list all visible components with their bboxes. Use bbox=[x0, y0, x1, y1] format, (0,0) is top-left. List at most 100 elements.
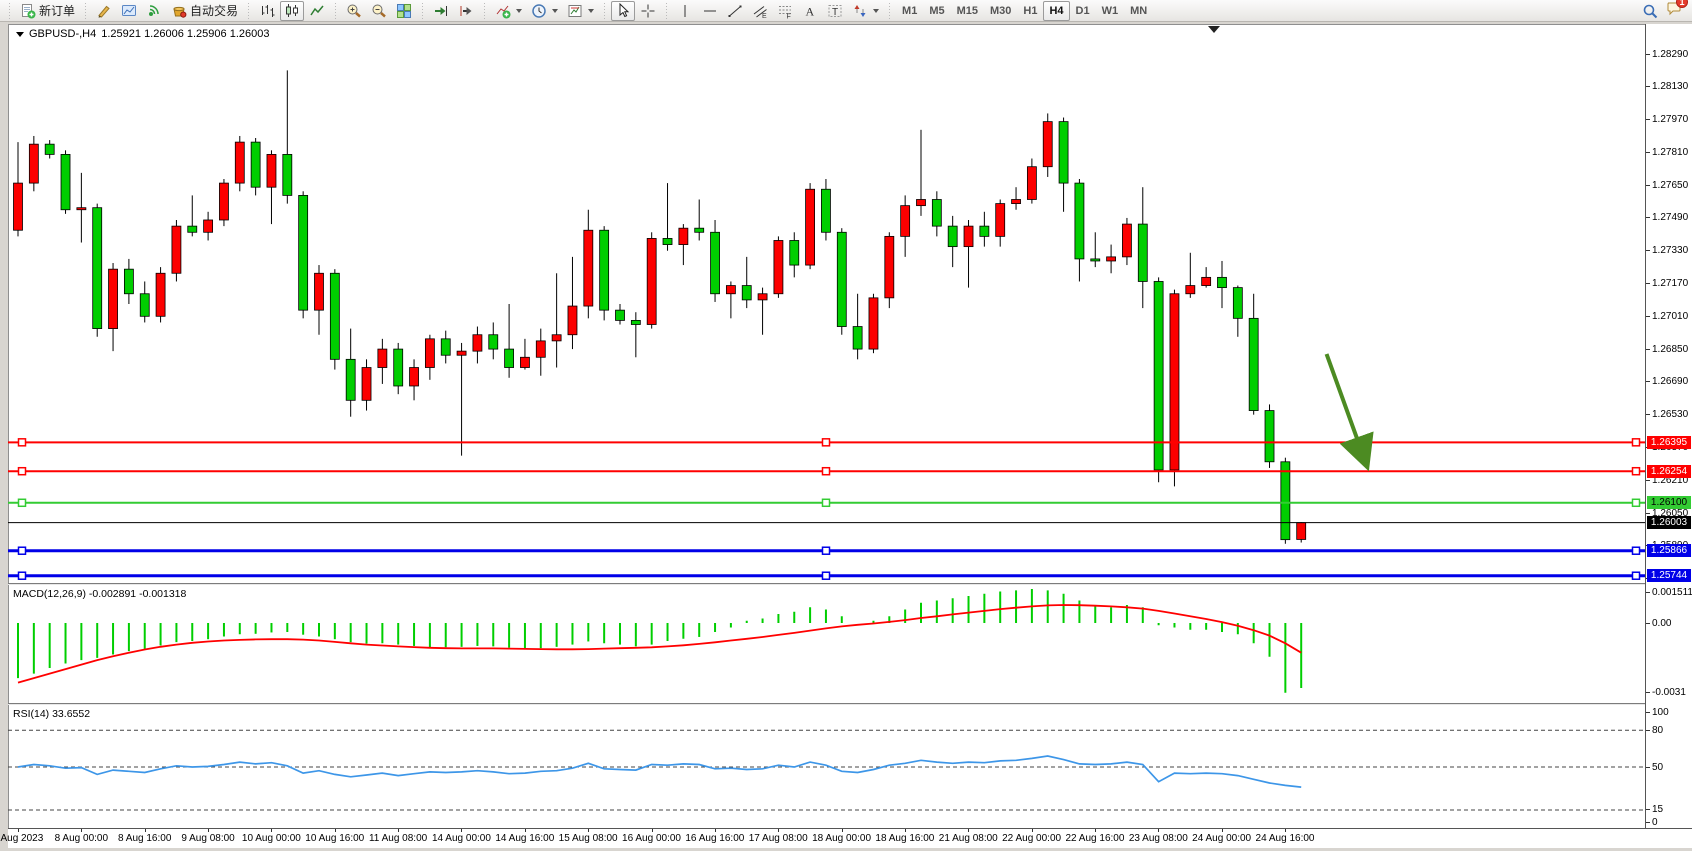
bar-chart-button[interactable] bbox=[255, 1, 279, 21]
bullish-candle bbox=[203, 219, 214, 233]
auto-scroll-button[interactable] bbox=[429, 1, 453, 21]
candlestick-plot[interactable] bbox=[8, 24, 1645, 583]
timeframe-m5[interactable]: M5 bbox=[929, 4, 945, 17]
toolbar-grip[interactable] bbox=[482, 2, 488, 19]
notifications-button[interactable]: 1 bbox=[1666, 0, 1688, 21]
line-chart-button[interactable] bbox=[305, 1, 329, 21]
bullish-candle bbox=[1122, 223, 1132, 258]
symbol-dropdown-icon[interactable] bbox=[16, 31, 24, 37]
timeframe-m30[interactable]: M30 bbox=[990, 4, 1012, 17]
line-handle[interactable] bbox=[1631, 466, 1641, 476]
bullish-candle bbox=[900, 205, 911, 237]
timeframe-m1[interactable]: M1 bbox=[902, 4, 918, 17]
line-handle[interactable] bbox=[1631, 546, 1641, 555]
line-handle[interactable] bbox=[821, 438, 831, 447]
equidistant-channel-icon: E bbox=[752, 3, 768, 19]
window-bottom-edge bbox=[0, 848, 1692, 851]
line-handle[interactable] bbox=[17, 571, 27, 580]
vertical-line-button[interactable] bbox=[673, 1, 697, 21]
bearish-candle bbox=[852, 326, 863, 350]
toolbar-grip[interactable] bbox=[664, 2, 670, 19]
timeframe-w1[interactable]: W1 bbox=[1101, 4, 1119, 17]
timeframe-h4[interactable]: H4 bbox=[1043, 0, 1070, 21]
time-axis-label: 22 Aug 00:00 bbox=[1002, 833, 1062, 844]
line-handle[interactable] bbox=[1631, 498, 1641, 508]
timeframe-d1[interactable]: D1 bbox=[1075, 4, 1090, 17]
zoom-in-button[interactable] bbox=[342, 1, 366, 21]
bullish-candle bbox=[725, 285, 736, 295]
new-order-button[interactable]: 新订单 bbox=[16, 1, 79, 21]
rsi-line bbox=[17, 755, 1302, 788]
fibonacci-button[interactable]: F bbox=[773, 1, 797, 21]
timeframe-mn[interactable]: MN bbox=[1130, 4, 1148, 17]
line-handle[interactable] bbox=[1631, 438, 1641, 447]
candlestick-chart-button[interactable] bbox=[280, 0, 305, 21]
line-handle[interactable] bbox=[821, 498, 831, 508]
toolbar-grip[interactable] bbox=[420, 2, 426, 19]
signals-icon bbox=[146, 3, 162, 19]
bearish-candle bbox=[630, 319, 641, 325]
line-handle[interactable] bbox=[17, 438, 27, 447]
text-label-button[interactable]: T bbox=[823, 1, 847, 21]
bearish-candle bbox=[1090, 258, 1101, 262]
line-handle[interactable] bbox=[17, 498, 27, 508]
equidistant-channel-button[interactable]: E bbox=[748, 1, 772, 21]
cursor-button[interactable] bbox=[611, 0, 636, 21]
rsi-axis-label: 80 bbox=[1646, 725, 1692, 736]
line-handle[interactable] bbox=[821, 571, 831, 580]
chart-shift-marker[interactable] bbox=[1208, 26, 1220, 33]
toolbar-grip[interactable] bbox=[246, 2, 252, 19]
periods-button[interactable] bbox=[527, 1, 562, 21]
arrows-tool-button[interactable] bbox=[848, 1, 883, 21]
timeframe-m15[interactable]: M15 bbox=[956, 4, 978, 17]
macd-axis-label: 0.00 bbox=[1646, 618, 1692, 629]
timeframe-h1[interactable]: H1 bbox=[1023, 4, 1038, 17]
search-icon[interactable] bbox=[1642, 3, 1658, 19]
indicators-button[interactable] bbox=[491, 1, 526, 21]
templates-button[interactable] bbox=[563, 1, 598, 21]
macd-pane-splitter[interactable] bbox=[8, 583, 1692, 585]
line-handle[interactable] bbox=[821, 466, 831, 476]
bearish-candle bbox=[1280, 461, 1291, 541]
auto-trading-button[interactable]: 自动交易 bbox=[167, 1, 242, 21]
strategy-tester-button[interactable] bbox=[117, 1, 141, 21]
svg-text:T: T bbox=[832, 7, 838, 18]
bearish-candle bbox=[1248, 317, 1259, 411]
bearish-candle bbox=[836, 231, 847, 327]
line-handle[interactable] bbox=[17, 466, 27, 476]
rsi-axis-label: 100 bbox=[1646, 707, 1692, 718]
signals-button[interactable] bbox=[142, 1, 166, 21]
bearish-candle bbox=[1074, 182, 1085, 260]
bearish-candle bbox=[979, 225, 990, 237]
line-price-badge: 1.26254 bbox=[1647, 464, 1691, 478]
bullish-candle bbox=[884, 235, 895, 299]
arrow-annotation[interactable] bbox=[1324, 353, 1374, 472]
line-handle[interactable] bbox=[1631, 571, 1641, 580]
trendline-button[interactable] bbox=[723, 1, 747, 21]
time-tick bbox=[904, 829, 906, 832]
zoom-out-button[interactable] bbox=[367, 1, 391, 21]
time-axis-label: 18 Aug 16:00 bbox=[875, 833, 935, 844]
time-axis-label: 14 Aug 00:00 bbox=[431, 833, 491, 844]
time-axis[interactable]: 7 Aug 2023 8 Aug 00:00 8 Aug 16:00 9 Aug 08… bbox=[0, 828, 1692, 848]
rsi-plot[interactable] bbox=[8, 705, 1645, 828]
macd-plot[interactable] bbox=[8, 585, 1645, 703]
line-handle[interactable] bbox=[17, 546, 27, 555]
price-axis[interactable]: 1.28290 1.28130 1.27970 1.27810 1.27650 1.274… bbox=[1646, 24, 1692, 828]
line-handle[interactable] bbox=[821, 546, 831, 555]
toolbar-grip[interactable] bbox=[602, 2, 608, 19]
toolbar-grip[interactable] bbox=[887, 2, 893, 19]
toolbar-grip[interactable] bbox=[7, 2, 12, 19]
tile-windows-button[interactable] bbox=[392, 1, 416, 21]
text-tool-button[interactable]: A bbox=[798, 1, 822, 21]
rsi-pane-splitter[interactable] bbox=[8, 703, 1692, 705]
toolbar-grip[interactable] bbox=[333, 2, 339, 19]
chart-shift-button[interactable] bbox=[454, 1, 478, 21]
time-axis-label: 16 Aug 16:00 bbox=[685, 833, 745, 844]
toolbar-grip[interactable] bbox=[83, 2, 89, 19]
chart-shift-icon bbox=[458, 3, 474, 19]
horizontal-line-button[interactable] bbox=[698, 1, 722, 21]
crosshair-button[interactable] bbox=[636, 1, 660, 21]
time-axis-label: 14 Aug 16:00 bbox=[495, 833, 555, 844]
metaeditor-button[interactable] bbox=[92, 1, 116, 21]
